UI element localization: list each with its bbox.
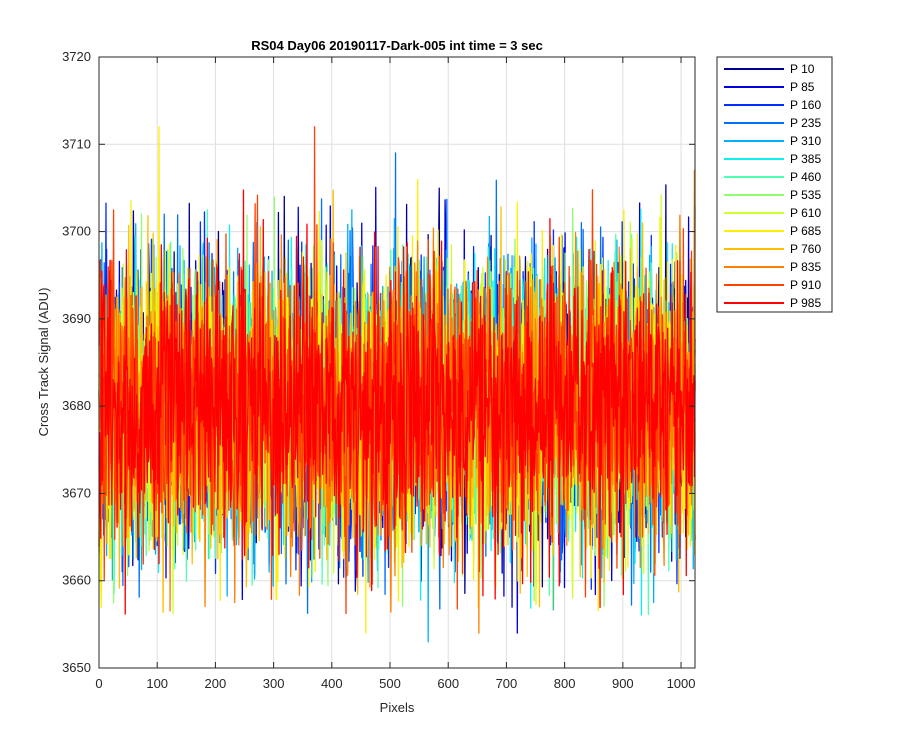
x-axis-label: Pixels bbox=[380, 700, 415, 715]
y-tick-label: 3690 bbox=[62, 311, 91, 326]
y-tick-label: 3700 bbox=[62, 224, 91, 239]
legend-label: P 985 bbox=[790, 296, 821, 310]
x-tick-label: 400 bbox=[321, 676, 343, 691]
x-tick-label: 900 bbox=[612, 676, 634, 691]
legend-label: P 685 bbox=[790, 224, 821, 238]
x-tick-label: 1000 bbox=[667, 676, 696, 691]
y-tick-label: 3670 bbox=[62, 485, 91, 500]
y-tick-label: 3650 bbox=[62, 660, 91, 675]
legend-label: P 760 bbox=[790, 242, 821, 256]
legend-label: P 235 bbox=[790, 116, 821, 130]
chart-title: RS04 Day06 20190117-Dark-005 int time = … bbox=[251, 38, 543, 53]
legend-label: P 610 bbox=[790, 206, 821, 220]
legend-box bbox=[716, 56, 833, 313]
x-tick-label: 100 bbox=[146, 676, 168, 691]
y-tick-label: 3660 bbox=[62, 573, 91, 588]
legend-label: P 10 bbox=[790, 62, 815, 76]
y-axis-label: Cross Track Signal (ADU) bbox=[36, 288, 51, 437]
legend-label: P 85 bbox=[790, 80, 815, 94]
legend-label: P 385 bbox=[790, 152, 821, 166]
x-tick-label: 300 bbox=[263, 676, 285, 691]
x-tick-label: 600 bbox=[437, 676, 459, 691]
legend-label: P 910 bbox=[790, 278, 821, 292]
y-tick-label: 3720 bbox=[62, 49, 91, 64]
axes-box bbox=[98, 56, 696, 669]
legend-label: P 460 bbox=[790, 170, 821, 184]
legend-label: P 535 bbox=[790, 188, 821, 202]
x-tick-label: 800 bbox=[554, 676, 576, 691]
plot-area: 0 100 200 300 400 500 600 700 800 900 1000 3650 3660… bbox=[62, 49, 696, 691]
legend: P 10 P 85 P 160 P 235 P 310 P 385 P 460 P 535 P … bbox=[716, 56, 833, 313]
legend-label: P 310 bbox=[790, 134, 821, 148]
x-tick-label: 0 bbox=[95, 676, 102, 691]
legend-label: P 835 bbox=[790, 260, 821, 274]
legend-label: P 160 bbox=[790, 98, 821, 112]
x-tick-label: 200 bbox=[205, 676, 227, 691]
series-lines bbox=[98, 126, 696, 643]
x-tick-label: 500 bbox=[379, 676, 401, 691]
y-tick-label: 3680 bbox=[62, 398, 91, 413]
axis-ticks: 0 100 200 300 400 500 600 700 800 900 1000 3650 3660… bbox=[62, 49, 695, 691]
y-tick-label: 3710 bbox=[62, 136, 91, 151]
x-tick-label: 700 bbox=[496, 676, 518, 691]
series-line-p-985 bbox=[98, 189, 696, 615]
